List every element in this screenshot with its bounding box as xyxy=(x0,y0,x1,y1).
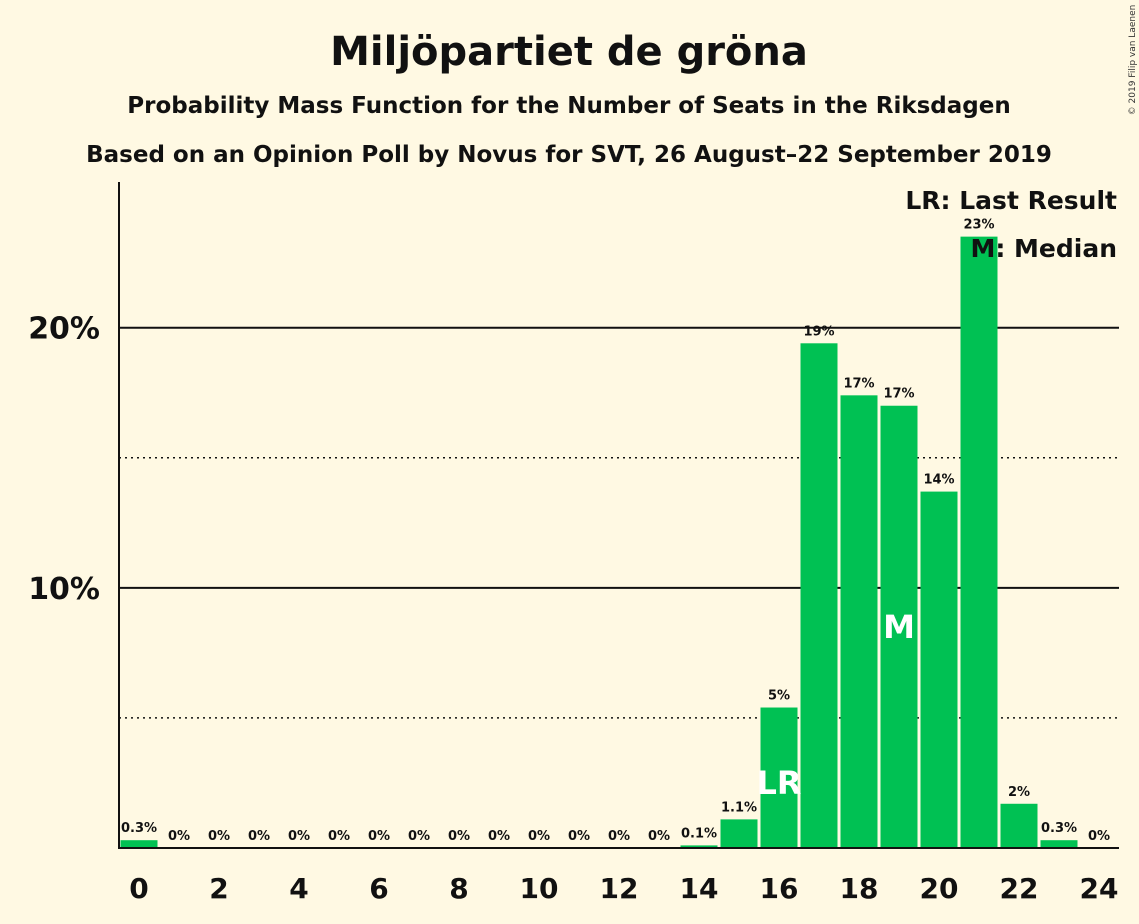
legend-median: M: Median xyxy=(970,234,1117,263)
data-label-seats-6: 0% xyxy=(368,829,390,844)
data-label-seats-13: 0% xyxy=(648,829,670,844)
x-tick-label: 20 xyxy=(920,872,959,905)
poll-source-line: Based on an Opinion Poll by Novus for SV… xyxy=(86,142,1052,168)
bar-seats-14 xyxy=(680,845,718,848)
x-tick-label: 10 xyxy=(520,872,559,905)
data-label-seats-2: 0% xyxy=(208,829,230,844)
data-label-seats-22: 2% xyxy=(1008,785,1030,800)
x-tick-label: 2 xyxy=(209,872,228,905)
bar-seats-19 xyxy=(880,405,918,848)
bar-seats-0 xyxy=(120,840,158,848)
data-label-seats-5: 0% xyxy=(328,829,350,844)
y-tick-label: 10% xyxy=(28,572,100,607)
data-label-seats-19: 17% xyxy=(883,387,914,402)
data-label-seats-12: 0% xyxy=(608,829,630,844)
data-label-seats-0: 0.3% xyxy=(121,821,157,836)
data-label-seats-10: 0% xyxy=(528,829,550,844)
data-label-seats-16: 5% xyxy=(768,689,790,704)
data-label-seats-15: 1.1% xyxy=(721,800,757,815)
data-label-seats-21: 23% xyxy=(963,218,994,233)
data-labels: 0.3% 0% 0% 0% 0% 0% 0% 0% 0% 0% 0% 0% 0% 0% 0.1% 1.1% 5%… xyxy=(121,218,1110,844)
bar-markers: LR M xyxy=(756,608,914,802)
x-tick-label: 24 xyxy=(1080,872,1119,905)
bar-seats-21 xyxy=(960,236,998,848)
bars xyxy=(120,236,1078,848)
bar-seats-23 xyxy=(1040,840,1078,848)
data-label-seats-9: 0% xyxy=(488,829,510,844)
data-label-seats-7: 0% xyxy=(408,829,430,844)
x-tick-label: 0 xyxy=(129,872,148,905)
y-tick-label: 20% xyxy=(28,312,100,347)
x-axis-ticks: 0 2 4 6 8 10 12 14 16 18 20 22 24 xyxy=(129,872,1118,905)
x-tick-label: 6 xyxy=(369,872,388,905)
legend-last-result: LR: Last Result xyxy=(905,186,1117,215)
x-tick-label: 14 xyxy=(680,872,719,905)
data-label-seats-4: 0% xyxy=(288,829,310,844)
data-label-seats-17: 19% xyxy=(803,324,834,339)
data-label-seats-1: 0% xyxy=(168,829,190,844)
x-tick-label: 16 xyxy=(760,872,799,905)
data-label-seats-11: 0% xyxy=(568,829,590,844)
chart-title: Miljöpartiet de gröna xyxy=(330,29,808,75)
x-tick-label: 8 xyxy=(449,872,468,905)
marker-m: M xyxy=(883,608,915,646)
bar-seats-18 xyxy=(840,395,878,848)
bar-seats-17 xyxy=(800,343,838,848)
x-tick-label: 22 xyxy=(1000,872,1039,905)
bar-seats-16 xyxy=(760,707,798,848)
data-label-seats-8: 0% xyxy=(448,829,470,844)
chart-subtitle: Probability Mass Function for the Number… xyxy=(127,93,1010,119)
bar-seats-22 xyxy=(1000,803,1038,848)
x-tick-label: 18 xyxy=(840,872,879,905)
marker-lr: LR xyxy=(756,764,801,802)
data-label-seats-3: 0% xyxy=(248,829,270,844)
x-tick-label: 4 xyxy=(289,872,308,905)
data-label-seats-20: 14% xyxy=(923,473,954,488)
data-label-seats-18: 17% xyxy=(843,376,874,391)
bar-seats-20 xyxy=(920,491,958,848)
data-label-seats-14: 0.1% xyxy=(681,826,717,841)
bar-seats-15 xyxy=(720,819,758,848)
copyright-credit: © 2019 Filip van Laenen xyxy=(1128,5,1138,116)
x-tick-label: 12 xyxy=(600,872,639,905)
data-label-seats-23: 0.3% xyxy=(1041,821,1077,836)
data-label-seats-24: 0% xyxy=(1088,829,1110,844)
y-axis-ticks: 10% 20% xyxy=(28,312,100,607)
